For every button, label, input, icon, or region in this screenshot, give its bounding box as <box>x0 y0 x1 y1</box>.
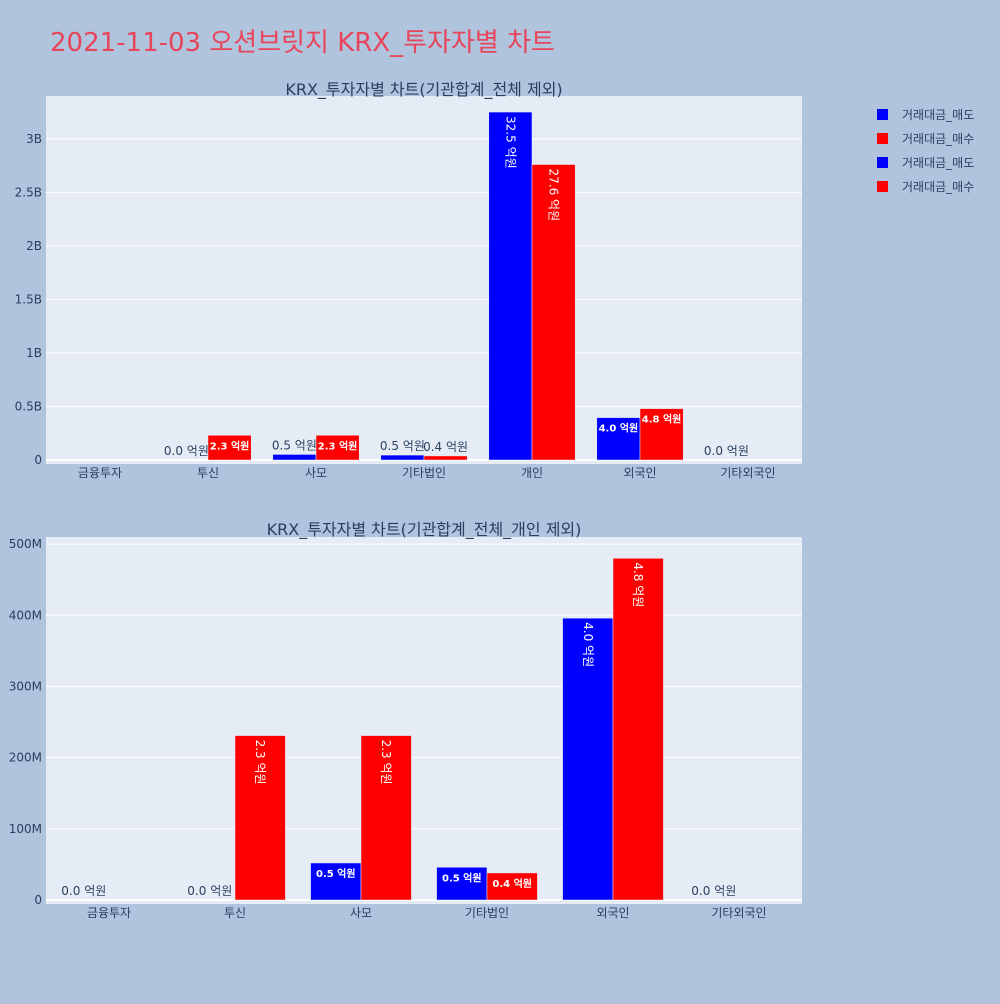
chart1-bar-label: 0.5 억원 <box>380 439 425 453</box>
chart1-bar-label: 0.5 억원 <box>272 438 317 452</box>
chart2-y-tick-label: 400M <box>9 608 42 622</box>
chart1-bar-buy <box>639 408 684 461</box>
chart2-bar-label: 2.3 억원 <box>379 740 393 785</box>
chart1-bar-buy <box>207 435 252 461</box>
chart2-y-tick-label: 300M <box>9 679 42 693</box>
chart1-bar-buy <box>531 164 576 461</box>
chart1-x-tick-label: 기타외국인 <box>720 466 775 480</box>
chart1-y-tick-label: 3B <box>26 132 42 146</box>
chart1-bar-label: 0.4 억원 <box>423 440 468 454</box>
chart1-y-tick-label: 1B <box>26 346 42 360</box>
chart2-bar-label: 0.5 억원 <box>442 871 482 884</box>
chart2-x-tick-label: 투신 <box>224 906 246 920</box>
chart2-plot-area <box>46 537 802 904</box>
chart2-bar-label: 2.3 억원 <box>253 740 267 785</box>
chart1-x-tick-label: 외국인 <box>623 466 656 480</box>
chart2-bar-buy <box>612 558 664 901</box>
chart2-x-tick-label: 기타외국인 <box>711 906 766 920</box>
chart2-bar-label: 0.4 억원 <box>492 877 532 890</box>
legend-label: 거래대금_매수 <box>902 180 974 194</box>
legend-swatch <box>877 157 888 168</box>
chart1-title: KRX_투자자별 차트(기관합계_전체 제외) <box>285 80 562 100</box>
chart2-bar-buy <box>234 735 286 901</box>
chart1-x-tick-label: 기타법인 <box>402 466 446 480</box>
chart1-x-tick-label: 사모 <box>305 466 327 480</box>
chart1-bar-label: 0.0 억원 <box>164 444 209 458</box>
legend-label: 거래대금_매수 <box>902 132 974 146</box>
chart1-bar-sell <box>488 111 533 461</box>
chart1-bar-label: 27.6 억원 <box>547 169 561 222</box>
chart1-bar-label: 4.8 억원 <box>642 413 682 426</box>
chart1-x-tick-label: 금융투자 <box>78 466 122 480</box>
chart2-x-tick-label: 사모 <box>350 906 372 920</box>
chart1-x-tick-label: 투신 <box>197 466 219 480</box>
chart2-y-tick-label: 0 <box>34 893 42 907</box>
chart1-x-tick-label: 개인 <box>521 466 543 480</box>
chart1-bar-buy <box>423 455 468 461</box>
legend-label: 거래대금_매도 <box>902 156 974 170</box>
chart2-bar-label: 0.5 억원 <box>316 867 356 880</box>
chart2-x-tick-label: 금융투자 <box>87 906 131 920</box>
chart2-bar-buy <box>360 735 412 901</box>
legend-swatch <box>877 109 888 120</box>
chart1-bar-label: 2.3 억원 <box>210 439 250 452</box>
chart1-y-tick-label: 0 <box>34 453 42 467</box>
chart1-bar-label: 0.0 억원 <box>704 444 749 458</box>
chart2-bar-sell <box>562 617 614 901</box>
chart2-bar-label: 4.0 억원 <box>581 622 595 667</box>
chart2-bar-buy <box>486 872 538 901</box>
chart2-bar-label: 0.0 억원 <box>61 884 106 898</box>
legend-label: 거래대금_매도 <box>902 108 974 122</box>
chart2-bar-sell <box>436 867 488 901</box>
chart2-bar-label: 4.8 억원 <box>631 562 645 607</box>
chart2-y-tick-label: 500M <box>9 537 42 551</box>
chart2-title: KRX_투자자별 차트(기관합계_전체_개인 제외) <box>267 520 582 540</box>
chart1-bar-buy <box>315 435 360 461</box>
chart2-bar-label: 0.0 억원 <box>187 884 232 898</box>
chart1-bar-sell <box>380 454 425 461</box>
chart1-bar-sell <box>272 454 317 461</box>
chart2-x-tick-label: 외국인 <box>596 906 629 920</box>
chart1-bar-label: 32.5 억원 <box>503 116 517 169</box>
chart1-y-tick-label: 1.5B <box>15 292 42 306</box>
chart2-y-tick-label: 200M <box>9 751 42 765</box>
page-title: 2021-11-03 오션브릿지 KRX_투자자별 차트 <box>50 28 555 58</box>
chart2-x-tick-label: 기타법인 <box>465 906 509 920</box>
chart1-y-tick-label: 2.5B <box>15 185 42 199</box>
chart1-bar-label: 4.0 억원 <box>599 422 639 435</box>
chart2-bar-label: 0.0 억원 <box>691 884 736 898</box>
chart1-y-tick-label: 0.5B <box>15 399 42 413</box>
chart1-bar-label: 2.3 억원 <box>318 439 358 452</box>
chart1-plot-area <box>46 96 802 464</box>
chart2-y-tick-label: 100M <box>9 822 42 836</box>
chart1-bar-sell <box>596 417 641 461</box>
legend-swatch <box>877 181 888 192</box>
chart1-y-tick-label: 2B <box>26 239 42 253</box>
legend-swatch <box>877 133 888 144</box>
